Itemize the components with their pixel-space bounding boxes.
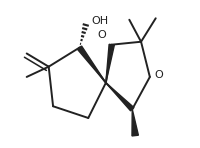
Text: OH: OH — [91, 16, 108, 26]
Polygon shape — [77, 46, 106, 83]
Polygon shape — [132, 109, 138, 136]
Polygon shape — [106, 44, 114, 83]
Polygon shape — [106, 83, 134, 111]
Text: O: O — [97, 30, 106, 40]
Text: O: O — [154, 70, 163, 81]
